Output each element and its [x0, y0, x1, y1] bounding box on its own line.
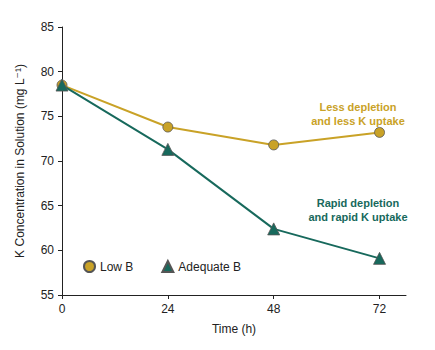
svg-text:Less depletion: Less depletion — [319, 101, 396, 113]
svg-text:72: 72 — [373, 302, 387, 316]
svg-text:and rapid K uptake: and rapid K uptake — [308, 211, 407, 223]
svg-text:60: 60 — [41, 243, 55, 257]
svg-text:55: 55 — [41, 288, 55, 302]
svg-text:65: 65 — [41, 199, 55, 213]
svg-text:80: 80 — [41, 65, 55, 79]
svg-text:Low B: Low B — [100, 260, 133, 274]
svg-text:70: 70 — [41, 154, 55, 168]
svg-text:48: 48 — [267, 302, 281, 316]
svg-text:75: 75 — [41, 109, 55, 123]
svg-text:Time (h): Time (h) — [212, 322, 256, 336]
svg-text:and less K uptake: and less K uptake — [311, 115, 405, 127]
svg-text:Rapid depletion: Rapid depletion — [317, 197, 400, 209]
svg-text:0: 0 — [59, 302, 66, 316]
svg-text:K Concentration in Solution (m: K Concentration in Solution (mg L⁻¹) — [13, 64, 27, 258]
svg-text:Adequate B: Adequate B — [178, 260, 241, 274]
svg-text:85: 85 — [41, 20, 55, 34]
svg-text:24: 24 — [161, 302, 175, 316]
